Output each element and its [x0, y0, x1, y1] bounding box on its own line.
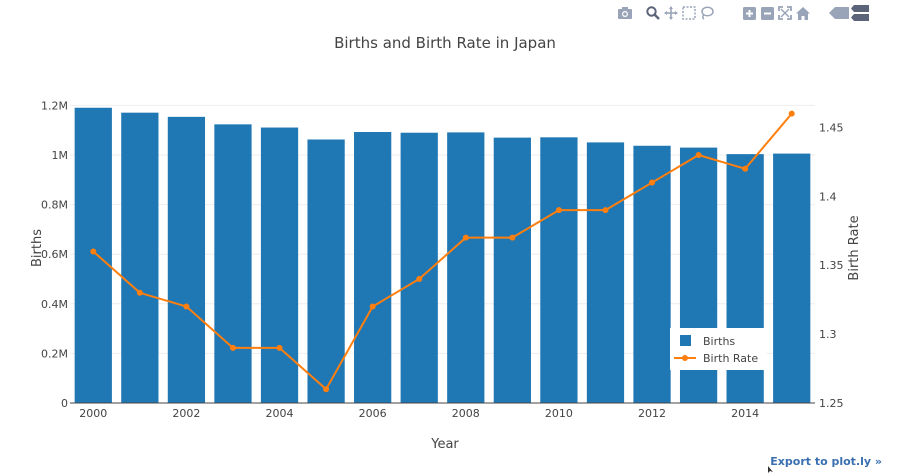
bar [307, 139, 345, 403]
hover-closest-icon[interactable] [828, 4, 850, 22]
line-point [136, 289, 143, 296]
x-tick-label: 2000 [79, 407, 107, 420]
bar [540, 137, 578, 404]
bar [354, 132, 392, 403]
line-point [369, 303, 376, 310]
line-point [695, 152, 702, 158]
line-path [92, 113, 793, 391]
y-tick-label: 0.2M [41, 347, 68, 360]
bar [167, 116, 206, 403]
x-tick-label: 2014 [731, 407, 759, 420]
y2-tick-label: 1.45 [819, 121, 844, 134]
x-axis-ticks: 2000 2002 2004 2006 2008 2010 2012 2014 [79, 407, 759, 420]
y-tick-label: 1M [52, 149, 69, 162]
y-tick-label: 1.2M [41, 99, 68, 112]
modebar [616, 4, 870, 22]
line-point [509, 234, 516, 241]
lasso-select-icon[interactable] [698, 4, 716, 22]
legend-item-birth-rate[interactable]: Birth Rate [674, 352, 758, 365]
y2-tick-label: 1.3 [819, 328, 837, 341]
line-point [788, 110, 795, 117]
legend-item-births[interactable]: Births [680, 335, 735, 348]
bar [121, 112, 159, 403]
bar [633, 145, 671, 403]
y2-axis-label: Birth Rate [847, 215, 862, 280]
line-point [462, 234, 469, 241]
legend-label-birth-rate: Birth Rate [703, 352, 758, 365]
zoom-icon[interactable] [644, 4, 662, 22]
hover-compare-icon[interactable] [850, 4, 870, 22]
bar [447, 132, 485, 403]
zoom-out-icon[interactable] [758, 4, 776, 22]
bar [586, 142, 625, 403]
bar [74, 107, 112, 403]
line-birth-rate [90, 110, 795, 393]
legend-marker-birth-rate [682, 355, 688, 361]
x-tick-label: 2002 [172, 407, 200, 420]
chart-title: Births and Birth Rate in Japan [334, 34, 556, 52]
zoom-in-icon[interactable] [740, 4, 758, 22]
line-point [602, 207, 609, 214]
reset-axes-icon[interactable] [794, 4, 812, 22]
bar [493, 137, 531, 403]
pan-icon[interactable] [662, 4, 680, 22]
line-point [742, 165, 749, 172]
y-tick-label: 0.8M [41, 199, 68, 212]
y2-tick-label: 1.35 [819, 259, 844, 272]
x-axis-label: Year [430, 437, 459, 452]
y-tick-label: 0.6M [41, 248, 68, 261]
line-point [555, 207, 562, 214]
line-point [649, 179, 656, 186]
line-point [276, 344, 283, 351]
x-tick-label: 2008 [452, 407, 480, 420]
y-tick-label: 0.4M [41, 298, 68, 311]
line-point [90, 248, 97, 255]
x-tick-label: 2004 [266, 407, 294, 420]
line-point [183, 303, 190, 310]
legend-label-births: Births [703, 335, 735, 348]
y2-tick-label: 1.4 [819, 190, 837, 203]
x-tick-label: 2012 [638, 407, 666, 420]
x-tick-label: 2010 [545, 407, 573, 420]
legend[interactable]: Births Birth Rate [670, 328, 766, 370]
legend-swatch-births [680, 335, 691, 346]
camera-icon[interactable] [616, 4, 634, 22]
y2-tick-label: 1.25 [819, 397, 844, 410]
mouse-cursor-icon [768, 466, 773, 473]
bar [773, 153, 811, 403]
autoscale-icon[interactable] [776, 4, 794, 22]
line-point [416, 276, 423, 282]
box-select-icon[interactable] [680, 4, 698, 22]
y-axis-label: Births [30, 229, 45, 267]
y2-axis-ticks: 1.25 1.3 1.35 1.4 1.45 [819, 121, 844, 410]
bar [260, 127, 299, 403]
y-axis-ticks: 0 0.2M 0.4M 0.6M 0.8M 1M 1.2M [41, 99, 68, 410]
export-to-plotly-link[interactable]: Export to plot.ly » [770, 455, 882, 468]
bar [214, 124, 252, 403]
y-tick-label: 0 [61, 397, 68, 410]
line-point [229, 344, 236, 351]
x-tick-label: 2006 [359, 407, 387, 420]
line-point [323, 386, 330, 393]
